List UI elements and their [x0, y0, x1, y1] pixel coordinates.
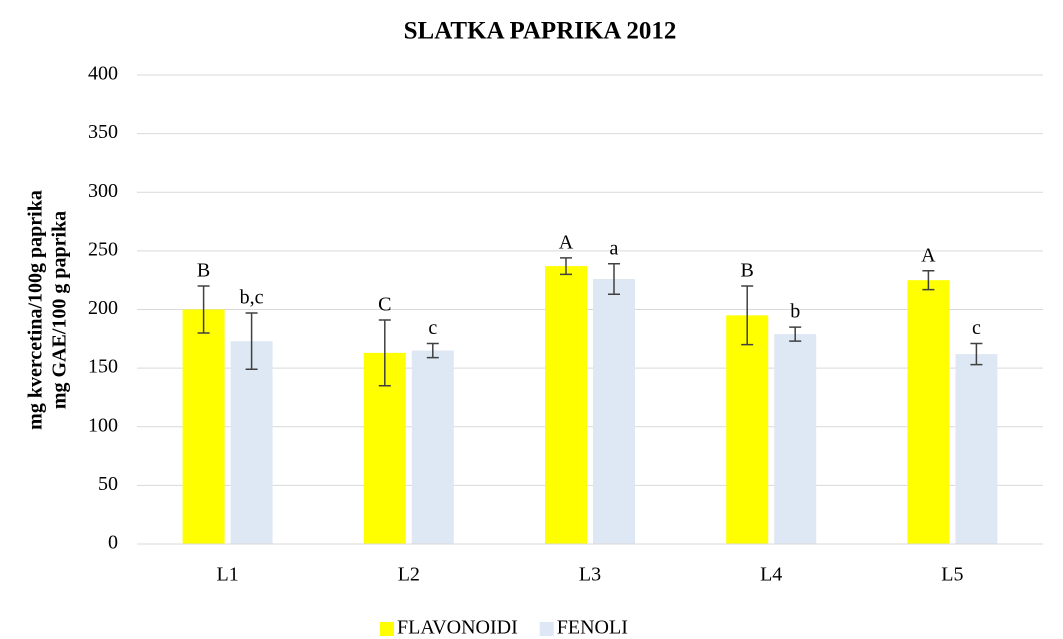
- x-tick-label: L1: [216, 564, 238, 586]
- error-bar: [378, 319, 391, 387]
- annotation: b,c: [240, 287, 264, 309]
- y-tick-label: 150: [88, 356, 118, 378]
- y-axis-title-line: mg GAE/100 g paprika: [49, 211, 71, 409]
- annotation: A: [559, 232, 574, 254]
- annotation: C: [378, 294, 391, 316]
- bar: [593, 279, 635, 544]
- y-axis-title-line: mg kvercetina/100g paprika: [25, 190, 47, 430]
- y-tick-label: 0: [108, 532, 118, 554]
- annotation: a: [610, 237, 619, 259]
- error-bar: [245, 312, 258, 371]
- bar: [545, 266, 587, 544]
- error-bar: [608, 263, 620, 296]
- error-bar: [426, 342, 439, 359]
- error-bar: [560, 257, 572, 276]
- legend-label: FENOLI: [557, 617, 628, 639]
- y-axis-title: mg kvercetina/100g paprika mg GAE/100 g …: [25, 190, 71, 430]
- annotation: b: [790, 301, 800, 323]
- legend-label: FLAVONOIDI: [397, 617, 518, 639]
- error-bar: [741, 285, 754, 346]
- bar: [726, 315, 769, 544]
- error-bar: [197, 285, 210, 334]
- bar: [182, 309, 225, 544]
- error-bar: [922, 270, 935, 291]
- error-bar: [789, 326, 802, 342]
- y-tick-label: 300: [88, 180, 118, 202]
- legend-swatch: [380, 622, 394, 636]
- x-tick-label: L5: [941, 564, 963, 586]
- annotation: B: [197, 260, 210, 282]
- y-tick-label: 350: [88, 121, 118, 143]
- chart-title: SLATKA PAPRIKA 2012: [404, 18, 677, 45]
- bar: [955, 354, 998, 544]
- y-tick-label: 400: [88, 63, 118, 85]
- y-tick-label: 250: [88, 238, 118, 260]
- bar: [411, 350, 454, 544]
- error-bar: [970, 342, 983, 366]
- y-tick-label: 100: [88, 414, 118, 436]
- annotation: c: [428, 317, 437, 339]
- bar: [230, 341, 273, 544]
- x-tick-label: L3: [579, 564, 601, 586]
- legend-swatch: [539, 622, 554, 636]
- y-tick-label: 200: [88, 297, 118, 319]
- annotation: A: [921, 244, 936, 266]
- bar: [774, 334, 817, 544]
- annotation: B: [741, 260, 754, 282]
- x-tick-label: L2: [398, 564, 420, 586]
- annotation: c: [972, 317, 981, 339]
- bar: [907, 280, 950, 544]
- y-tick-label: 50: [98, 473, 118, 495]
- x-tick-label: L4: [760, 564, 782, 586]
